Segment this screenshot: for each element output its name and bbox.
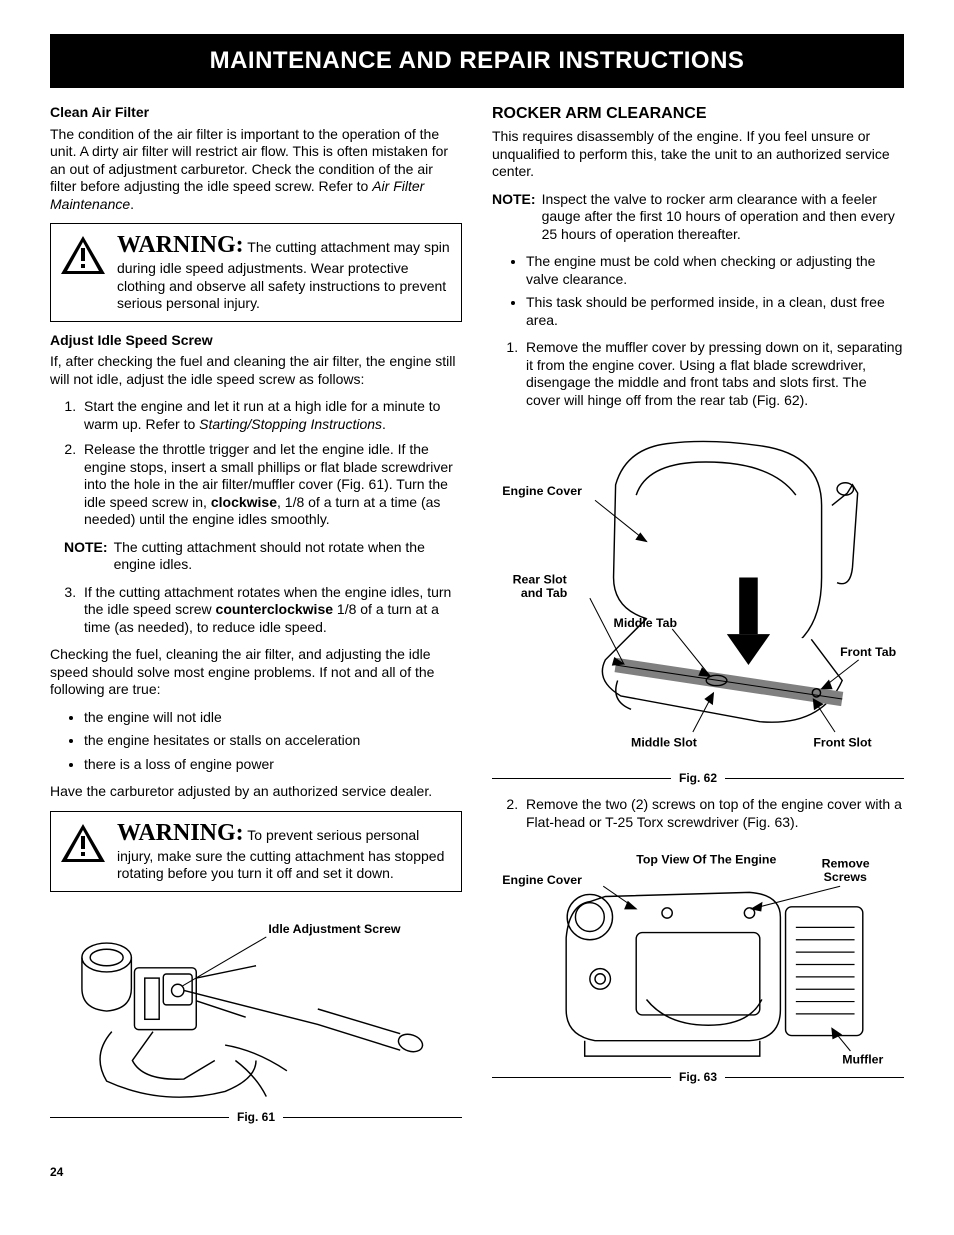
fig62-caption-rule: Fig. 62 (492, 771, 904, 786)
list-item: The engine must be cold when checking or… (526, 253, 904, 288)
page-banner: MAINTENANCE AND REPAIR INSTRUCTIONS (50, 34, 904, 88)
note-text: The cutting attachment should not rotate… (114, 539, 462, 574)
rocker-bullets: The engine must be cold when checking or… (492, 253, 904, 329)
rule (492, 1077, 671, 1078)
list-item: the engine will not idle (84, 709, 462, 727)
rule (283, 1117, 462, 1118)
list-item: Remove the two (2) screws on top of the … (522, 796, 904, 831)
warning-box-2: WARNING: To prevent serious personal inj… (50, 811, 462, 892)
fig61-diagram: Idle Adjustment Screw (50, 906, 462, 1112)
label-top-view: Top View Of The Engine (636, 853, 776, 867)
warning-label: WARNING: (117, 820, 244, 846)
warning-1-text: WARNING: The cutting attachment may spin… (117, 230, 453, 313)
warning-2-text: WARNING: To prevent serious personal inj… (117, 818, 453, 883)
label-middle-tab: Middle Tab (614, 616, 678, 630)
text: . (130, 196, 134, 212)
fig63-diagram: Top View Of The Engine Engine Cover Remo… (492, 845, 904, 1072)
summary-bullets: the engine will not idle the engine hesi… (50, 709, 462, 774)
fig62-diagram: Engine Cover Rear Slotand Tab Middle Tab… (492, 423, 904, 773)
label-front-slot: Front Slot (813, 735, 871, 749)
rule (725, 1077, 904, 1078)
warning-box-1: WARNING: The cutting attachment may spin… (50, 223, 462, 322)
figure-61: Idle Adjustment Screw Fig. 61 (50, 906, 462, 1125)
para-rocker-intro: This requires disassembly of the engine.… (492, 128, 904, 181)
fig63-caption-rule: Fig. 63 (492, 1070, 904, 1085)
bold-ccw: counterclockwise (216, 601, 334, 617)
list-item: there is a loss of engine power (84, 756, 462, 774)
text: . (382, 416, 386, 432)
content-columns: Clean Air Filter The condition of the ai… (50, 104, 904, 1135)
fig61-caption-rule: Fig. 61 (50, 1110, 462, 1125)
warning-triangle-icon (59, 234, 107, 276)
note-label: NOTE: (64, 539, 108, 574)
fig62-caption: Fig. 62 (679, 771, 717, 786)
note-no-rotate: NOTE: The cutting attachment should not … (64, 539, 462, 574)
figure-62: Engine Cover Rear Slotand Tab Middle Tab… (492, 423, 904, 786)
para-summary-tail: Have the carburetor adjusted by an autho… (50, 783, 462, 801)
fig61-caption: Fig. 61 (237, 1110, 275, 1125)
page-number: 24 (50, 1165, 904, 1180)
rule (50, 1117, 229, 1118)
para-adjust-intro: If, after checking the fuel and cleaning… (50, 353, 462, 388)
note-text: Inspect the valve to rocker arm clearanc… (542, 191, 904, 244)
note-label: NOTE: (492, 191, 536, 244)
adjust-steps: Start the engine and let it run at a hig… (50, 398, 462, 529)
rule (725, 778, 904, 779)
heading-clean-air-filter: Clean Air Filter (50, 104, 462, 122)
warning-label: WARNING: (117, 232, 244, 258)
warning-triangle-icon (59, 822, 107, 864)
note-rocker: NOTE: Inspect the valve to rocker arm cl… (492, 191, 904, 244)
label-middle-slot: Middle Slot (631, 735, 697, 749)
list-item: If the cutting attachment rotates when t… (80, 584, 462, 637)
left-column: Clean Air Filter The condition of the ai… (50, 104, 462, 1135)
label-rear-slot: Rear Slotand Tab (513, 573, 568, 600)
para-clean-air-filter: The condition of the air filter is impor… (50, 126, 462, 214)
bold-clockwise: clockwise (211, 494, 277, 510)
rule (492, 778, 671, 779)
label-front-tab: Front Tab (840, 645, 896, 659)
right-column: ROCKER ARM CLEARANCE This requires disas… (492, 104, 904, 1135)
rocker-steps-1: Remove the muffler cover by pressing dow… (492, 339, 904, 409)
adjust-steps-cont: If the cutting attachment rotates when t… (50, 584, 462, 637)
label-muffler: Muffler (842, 1053, 883, 1067)
label-engine-cover: Engine Cover (502, 484, 582, 498)
fig63-caption: Fig. 63 (679, 1070, 717, 1085)
list-item: Release the throttle trigger and let the… (80, 441, 462, 529)
label-idle-adj-screw: Idle Adjustment Screw (268, 921, 400, 935)
figure-63: Top View Of The Engine Engine Cover Remo… (492, 845, 904, 1085)
label-remove-screws: RemoveScrews (822, 857, 870, 884)
ref-start-stop: Starting/Stopping Instructions (199, 416, 382, 432)
list-item: Start the engine and let it run at a hig… (80, 398, 462, 433)
label-engine-cover-63: Engine Cover (502, 873, 582, 887)
heading-rocker-arm: ROCKER ARM CLEARANCE (492, 104, 904, 124)
list-item: the engine hesitates or stalls on accele… (84, 732, 462, 750)
list-item: This task should be performed inside, in… (526, 294, 904, 329)
list-item: Remove the muffler cover by pressing dow… (522, 339, 904, 409)
rocker-steps-2: Remove the two (2) screws on top of the … (492, 796, 904, 831)
heading-adjust-idle: Adjust Idle Speed Screw (50, 332, 462, 350)
para-summary-intro: Checking the fuel, cleaning the air filt… (50, 646, 462, 699)
